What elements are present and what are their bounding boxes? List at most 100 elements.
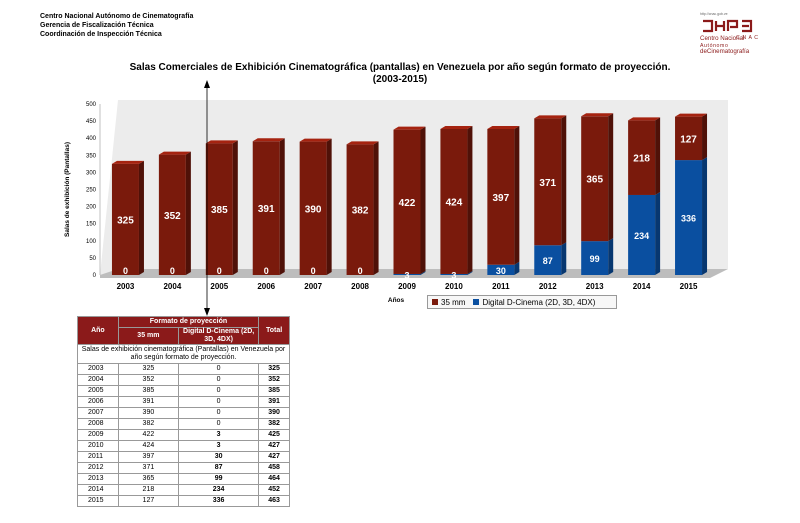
data-label-35mm: 218 — [633, 154, 650, 165]
bar-digital-side — [655, 191, 661, 275]
bar-digital-side — [514, 261, 520, 275]
x-tick-label: 2011 — [492, 282, 510, 291]
table-cell-year: 2008 — [77, 418, 119, 430]
table-cell-35mm: 397 — [117, 451, 180, 463]
bar-35mm-top — [675, 113, 708, 117]
table-cell-year: 2014 — [77, 484, 119, 496]
table-header-year: Año — [77, 316, 119, 345]
table-row: 2011 397 30 427 — [77, 451, 290, 463]
data-label-35mm: 127 — [680, 134, 697, 145]
table-cell-total: 391 — [258, 396, 290, 408]
bar-35mm-top — [205, 140, 238, 144]
chart-title-line-2: (2003-2015) — [372, 74, 428, 85]
table-cell-total: 464 — [258, 473, 290, 485]
bar-35mm-side — [185, 151, 191, 275]
table-header-digital: Digital D-Cinema (2D, 3D, 4DX) — [178, 327, 260, 345]
bar-35mm — [675, 116, 703, 161]
table-cell-35mm: 424 — [117, 440, 180, 452]
bar-35mm-top — [346, 141, 379, 145]
bar-35mm-top — [299, 138, 332, 142]
x-tick-label: 2007 — [304, 282, 322, 291]
data-label-35mm: 352 — [164, 211, 181, 222]
table-cell-digital: 3 — [178, 440, 260, 452]
legend-label-digital: Digital D-Cinema (2D, 3D, 4DX) — [482, 297, 596, 307]
table-cell-total: 425 — [258, 429, 290, 441]
table-cell-35mm: 325 — [117, 363, 180, 375]
table-row: 2013 365 99 464 — [77, 473, 290, 485]
y-tick-label: 400 — [86, 136, 97, 142]
bar-digital — [628, 194, 656, 275]
logo-name-1: Centro Nacional — [700, 35, 745, 42]
bar-digital-side — [467, 270, 473, 275]
x-tick-label: 2008 — [351, 282, 369, 291]
bar-digital — [393, 273, 421, 275]
data-label-35mm: 391 — [258, 204, 275, 215]
table-cell-total: 325 — [258, 363, 290, 375]
bar-35mm — [346, 144, 374, 275]
org-line-3: Coordinación de Inspección Técnica — [40, 31, 162, 38]
table-cell-total: 458 — [258, 462, 290, 474]
bar-35mm — [205, 143, 233, 275]
table-cell-total: 427 — [258, 451, 290, 463]
data-label-digital: 336 — [681, 214, 696, 224]
table-cell-digital: 0 — [178, 374, 260, 386]
y-tick-label: 0 — [93, 273, 97, 279]
table-cell-35mm: 391 — [117, 396, 180, 408]
logo-name-block: Centro Nacional Autónomo deCinematografí… — [700, 35, 760, 56]
bar-digital — [675, 160, 703, 275]
logo-name-2: Autónomo — [700, 42, 729, 49]
table-row: 2014 218 234 452 — [77, 484, 290, 496]
bar-digital — [487, 264, 515, 275]
bar-35mm-side — [326, 138, 332, 275]
table-cell-year: 2015 — [77, 495, 119, 507]
x-tick-label: 2003 — [117, 282, 135, 291]
table-row: 2004 352 0 352 — [77, 374, 290, 386]
table-cell-year: 2011 — [77, 451, 119, 463]
x-tick-label: 2010 — [445, 282, 463, 291]
table-cell-digital: 336 — [178, 495, 260, 507]
bar-35mm — [440, 128, 468, 274]
table-row: 2008 382 0 382 — [77, 418, 290, 430]
bar-digital-side — [561, 242, 567, 275]
data-label-digital: 0 — [123, 266, 128, 276]
table-cell-35mm: 127 — [117, 495, 180, 507]
table-cell-35mm: 365 — [117, 473, 180, 485]
bar-35mm — [393, 129, 421, 274]
table-row: 2009 422 3 425 — [77, 429, 290, 441]
data-label-35mm: 382 — [352, 206, 369, 217]
bar-digital-side — [702, 157, 708, 275]
table-cell-total: 390 — [258, 407, 290, 419]
bar-35mm-side — [702, 113, 708, 161]
table-cell-year: 2003 — [77, 363, 119, 375]
bar-digital — [534, 245, 562, 275]
bar-35mm — [487, 128, 515, 265]
table-cell-digital: 0 — [178, 418, 260, 430]
bar-35mm-side — [420, 126, 426, 274]
bar-35mm-side — [561, 115, 567, 246]
table-cell-total: 463 — [258, 495, 290, 507]
data-label-digital: 87 — [543, 256, 553, 266]
table-header-format: Formato de proyección — [117, 316, 260, 328]
data-label-digital: 0 — [217, 266, 222, 276]
table-cell-35mm: 371 — [117, 462, 180, 474]
bar-35mm — [581, 116, 609, 242]
data-label-35mm: 390 — [305, 204, 322, 215]
logo-acronym: C N A C — [736, 35, 759, 41]
table-caption: Salas de exhibición cinematográfica (Pan… — [77, 344, 290, 364]
y-tick-label: 350 — [86, 153, 97, 159]
annotation-arrow-head-down — [204, 308, 210, 316]
table-cell-35mm: 422 — [117, 429, 180, 441]
bar-35mm-side — [279, 138, 285, 275]
table-cell-35mm: 352 — [117, 374, 180, 386]
table-cell-year: 2009 — [77, 429, 119, 441]
bar-35mm-top — [534, 115, 567, 119]
bar-35mm — [534, 118, 562, 246]
table-row: 2010 424 3 427 — [77, 440, 290, 452]
bar-digital-side — [608, 238, 614, 275]
data-label-35mm: 371 — [539, 178, 556, 189]
x-tick-label: 2009 — [398, 282, 416, 291]
legend-item-35mm: 35 mm — [432, 298, 465, 307]
bar-35mm-top — [628, 117, 661, 121]
y-tick-label: 250 — [86, 188, 97, 194]
data-table: Salas de exhibición cinematográfica (Pan… — [77, 316, 290, 507]
